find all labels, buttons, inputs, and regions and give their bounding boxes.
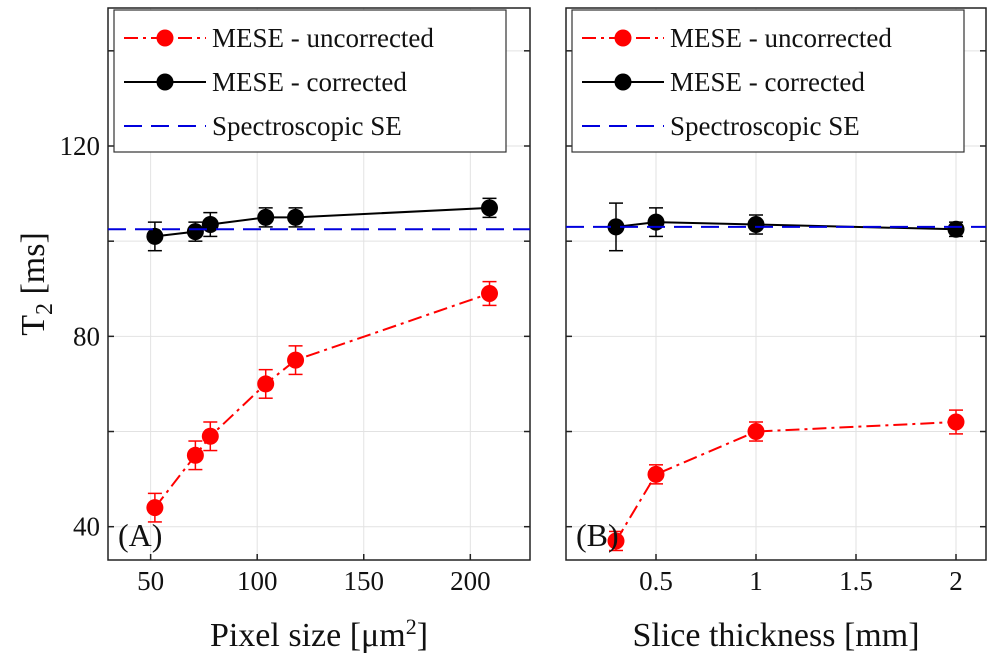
legend: MESE - uncorrected MESE - corrected Spectr… xyxy=(571,9,965,153)
data-point xyxy=(947,220,965,238)
data-point xyxy=(607,532,625,550)
data-point xyxy=(747,423,765,441)
data-point xyxy=(947,413,965,431)
series-mese-corrected xyxy=(146,197,499,252)
data-point xyxy=(257,375,275,393)
legend-label: MESE - corrected xyxy=(670,67,865,97)
x-tick-label: 1 xyxy=(749,566,763,596)
x-tick-label: 1.5 xyxy=(839,566,873,596)
data-point xyxy=(146,227,164,245)
legend-label: MESE - uncorrected xyxy=(670,23,892,53)
plot-frame xyxy=(565,7,987,561)
data-point xyxy=(747,216,765,234)
series-mese-uncorrected xyxy=(146,280,499,523)
legend-marker xyxy=(614,29,632,47)
x-tick-label: 2 xyxy=(949,566,963,596)
data-point xyxy=(647,465,665,483)
series-mese-corrected xyxy=(607,202,965,252)
series-line xyxy=(615,421,957,542)
series-mese-uncorrected xyxy=(607,409,965,552)
legend-label: MESE - corrected xyxy=(212,67,407,97)
legend-label: Spectroscopic SE xyxy=(212,111,402,141)
x-axis-title: Slice thickness [mm] xyxy=(632,617,919,654)
legend-label: Spectroscopic SE xyxy=(670,111,860,141)
data-point xyxy=(201,427,219,445)
x-tick-label: 0.5 xyxy=(639,566,673,596)
x-tick-label: 200 xyxy=(450,566,491,596)
y-tick-label: 80 xyxy=(73,321,100,351)
x-tick-label: 100 xyxy=(237,566,278,596)
data-point xyxy=(201,216,219,234)
y-tick-label: 120 xyxy=(60,131,101,161)
panel-label: (B) xyxy=(576,517,619,553)
legend-marker xyxy=(156,73,174,91)
legend-box xyxy=(571,9,965,153)
legend-label: MESE - uncorrected xyxy=(212,23,434,53)
data-point xyxy=(257,208,275,226)
x-tick-label: 50 xyxy=(137,566,164,596)
data-point xyxy=(287,208,305,226)
data-point xyxy=(647,213,665,231)
data-point xyxy=(186,446,204,464)
data-point xyxy=(146,499,164,517)
data-point xyxy=(287,351,305,369)
plot-frame xyxy=(107,7,531,561)
legend-marker xyxy=(614,73,632,91)
x-axis-title: Pixel size [μm2] xyxy=(210,614,428,654)
y-axis-title: T2 [ms] xyxy=(15,232,58,336)
panel-label: (A) xyxy=(118,517,162,553)
series-line xyxy=(154,292,490,509)
x-tick-label: 150 xyxy=(344,566,385,596)
panel-b: 0.5 1 1.5 2 Slice thickness [mm] MESE - uncor… xyxy=(565,7,987,654)
data-point xyxy=(481,199,499,217)
y-tick-label: 40 xyxy=(73,512,100,542)
legend: MESE - uncorrected MESE - corrected Spectr… xyxy=(113,9,507,153)
data-point xyxy=(186,223,204,241)
legend-marker xyxy=(156,29,174,47)
data-point xyxy=(607,218,625,236)
panel-a: 50 100 150 200 Pixel size [μm2] MESE - uncorr… xyxy=(107,7,531,654)
series-line xyxy=(615,221,957,231)
data-point xyxy=(481,285,499,303)
